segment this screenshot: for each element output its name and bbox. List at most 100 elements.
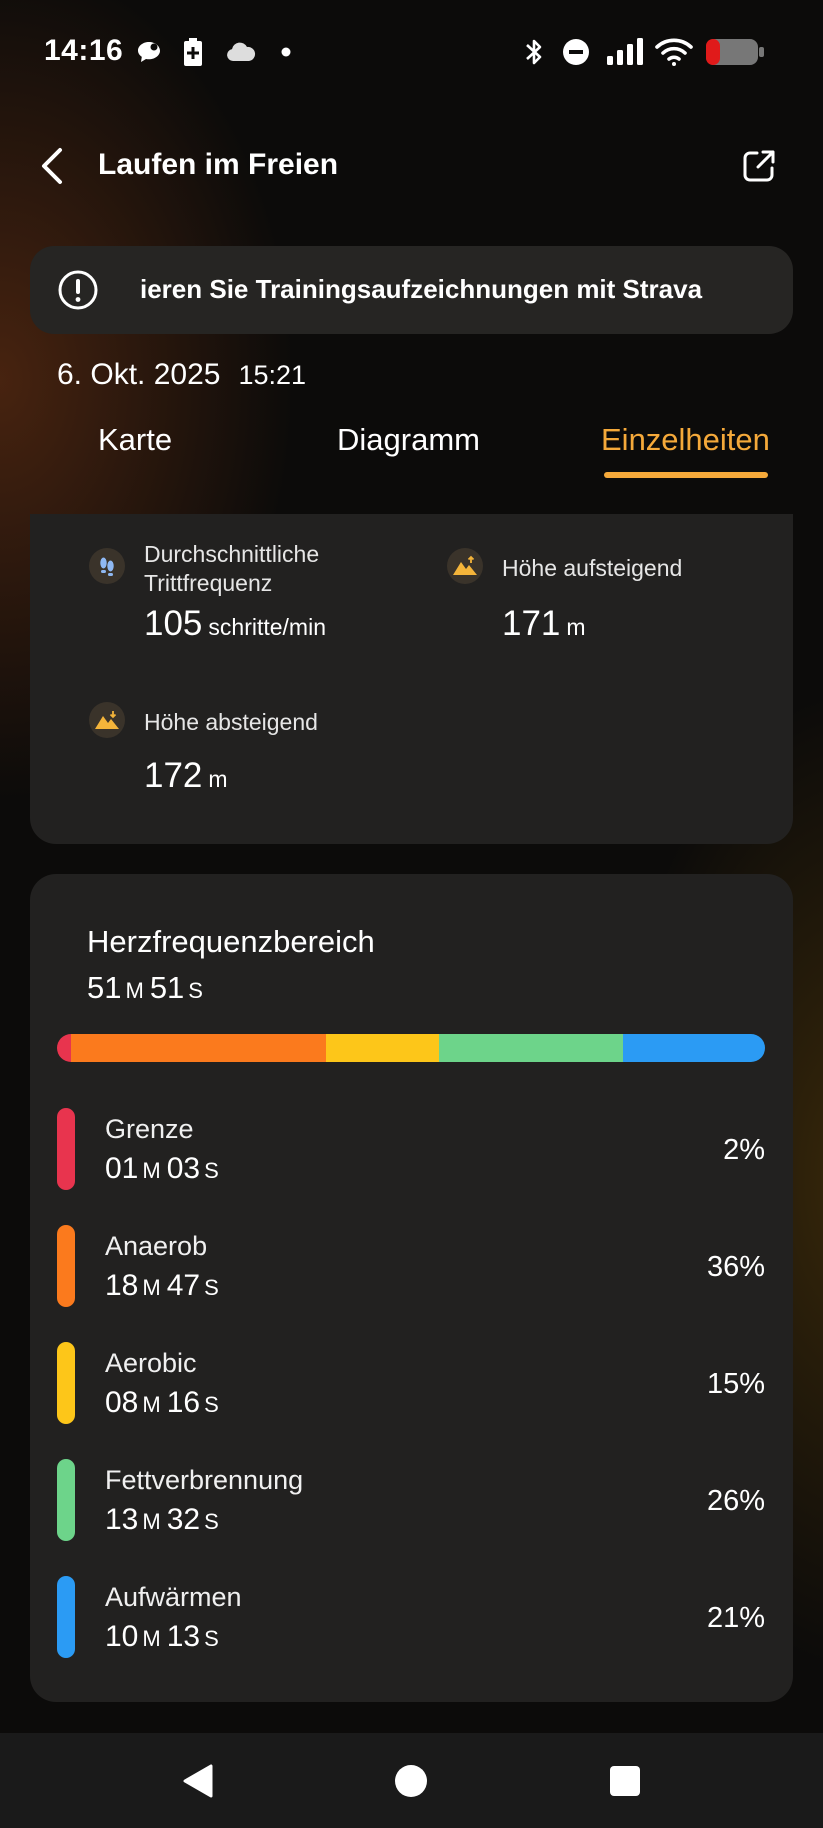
zone-m-unit: M — [142, 1509, 161, 1534]
zone-m-unit: M — [142, 1392, 161, 1417]
zone-seconds: 32 — [166, 1503, 201, 1536]
chevron-left-icon — [42, 148, 62, 184]
chat-bubble-icon — [132, 36, 166, 68]
metric-cadence-label: Durchschnittliche Trittfrequenz — [144, 541, 320, 596]
zone-duration: 10 M 13 S — [105, 1620, 225, 1654]
banner-text: ieren Sie Trainingsaufzeichnungen mit St… — [140, 274, 703, 304]
zone-bar-segment — [71, 1034, 327, 1062]
tab-einzelheiten[interactable]: Einzelheiten — [601, 422, 770, 457]
nav-home-button[interactable] — [391, 1761, 431, 1801]
strava-sync-banner[interactable]: ieren Sie Trainingsaufzeichnungen mit St… — [30, 246, 793, 334]
page-title: Laufen im Freien — [98, 148, 339, 181]
hr-total-minutes: 51 — [87, 970, 122, 1005]
share-button[interactable] — [737, 144, 781, 188]
descent-unit: m — [208, 766, 228, 792]
zone-bar-segment — [57, 1034, 72, 1062]
zone-percent: 2% — [723, 1134, 765, 1166]
active-tab-indicator — [604, 472, 768, 478]
zone-seconds: 47 — [166, 1269, 201, 1302]
zone-m-unit: M — [142, 1626, 161, 1651]
zone-name: Aerobic — [105, 1348, 197, 1378]
zone-color-marker — [57, 1108, 75, 1190]
zone-row: Fettverbrennung 13 M 32 S 26% — [57, 1459, 765, 1541]
zone-name: Fettverbrennung — [105, 1465, 304, 1495]
metric-descent-label: Höhe absteigend — [144, 709, 318, 735]
dot-icon — [278, 36, 294, 68]
cloud-icon — [224, 36, 258, 68]
zone-row: Aufwärmen 10 M 13 S 21% — [57, 1576, 765, 1658]
workout-date: 6. Okt. 2025 — [57, 358, 221, 391]
ascent-number: 171 — [502, 604, 561, 643]
zone-duration: 18 M 47 S — [105, 1269, 225, 1303]
metric-descent-value: 172 m — [144, 756, 228, 796]
ascent-unit: m — [566, 614, 586, 640]
nav-back-button[interactable] — [178, 1761, 218, 1801]
metric-ascent-label: Höhe aufsteigend — [502, 555, 683, 581]
zone-minutes: 13 — [105, 1503, 139, 1536]
cadence-unit: schritte/min — [208, 614, 326, 640]
zone-seconds: 16 — [166, 1386, 201, 1419]
zone-row: Anaerob 18 M 47 S 36% — [57, 1225, 765, 1307]
zone-color-marker — [57, 1342, 75, 1424]
descent-number: 172 — [144, 756, 203, 795]
hr-total-m-unit: M — [125, 978, 144, 1003]
do-not-disturb-icon — [560, 36, 592, 68]
zone-percent: 21% — [706, 1602, 765, 1634]
wifi-icon — [654, 36, 694, 68]
zone-duration: 13 M 32 S — [105, 1503, 225, 1537]
details-card: Durchschnittliche Trittfrequenz 105 schri… — [30, 514, 793, 844]
system-navigation-bar — [0, 1733, 823, 1828]
status-bar: 14:16 — [0, 0, 823, 104]
zone-minutes: 08 — [105, 1386, 139, 1419]
zone-seconds: 13 — [166, 1620, 201, 1653]
mountain-down-icon — [89, 702, 125, 738]
zone-s-unit: S — [204, 1158, 219, 1183]
zone-percent: 15% — [706, 1368, 765, 1400]
zone-distribution-bar — [57, 1034, 765, 1062]
zone-color-marker — [57, 1459, 75, 1541]
zone-duration: 01 M 03 S — [105, 1152, 225, 1186]
back-triangle-icon — [183, 1764, 213, 1798]
zone-m-unit: M — [142, 1158, 161, 1183]
zone-bar-segment — [623, 1034, 765, 1062]
zone-percent: 26% — [706, 1485, 765, 1517]
zone-minutes: 10 — [105, 1620, 139, 1653]
metric-cadence-value: 105 schritte/min — [144, 604, 326, 644]
zone-s-unit: S — [204, 1509, 219, 1534]
tab-karte[interactable]: Karte — [98, 422, 173, 457]
bluetooth-icon — [520, 36, 548, 68]
signal-icon — [604, 36, 646, 68]
workout-time: 15:21 — [238, 360, 307, 390]
tab-bar: Karte Diagramm Einzelheiten — [0, 410, 823, 480]
zone-row: Aerobic 08 M 16 S 15% — [57, 1342, 765, 1424]
workout-datetime: 6. Okt. 2025 15:21 — [57, 358, 306, 392]
footsteps-icon — [89, 548, 125, 584]
zone-percent: 36% — [706, 1251, 765, 1283]
tab-diagramm[interactable]: Diagramm — [337, 422, 480, 457]
zone-s-unit: S — [204, 1392, 219, 1417]
zone-minutes: 18 — [105, 1269, 139, 1302]
hr-total-s-unit: S — [188, 978, 203, 1003]
nav-recents-button[interactable] — [605, 1761, 645, 1801]
metric-ascent-value: 171 m — [502, 604, 586, 644]
share-icon — [743, 150, 775, 182]
battery-low-icon — [704, 36, 766, 68]
zone-name: Aufwärmen — [105, 1582, 242, 1612]
zone-m-unit: M — [142, 1275, 161, 1300]
zone-row: Grenze 01 M 03 S 2% — [57, 1108, 765, 1190]
status-time: 14:16 — [44, 34, 124, 67]
zone-s-unit: S — [204, 1275, 219, 1300]
zone-seconds: 03 — [166, 1152, 201, 1185]
zone-duration: 08 M 16 S — [105, 1386, 225, 1420]
hr-total-duration: 51 M 51 S — [87, 970, 209, 1006]
hr-total-seconds: 51 — [149, 970, 185, 1005]
zone-color-marker — [57, 1576, 75, 1658]
heart-rate-zones-card: Herzfrequenzbereich 51 M 51 S Grenze 01 M 03 S 2… — [30, 874, 793, 1702]
battery-saver-icon — [180, 36, 206, 68]
cadence-number: 105 — [144, 604, 203, 643]
zone-bar-segment — [439, 1034, 624, 1062]
zone-color-marker — [57, 1225, 75, 1307]
home-circle-icon — [395, 1765, 427, 1797]
back-button[interactable] — [30, 142, 74, 190]
recents-square-icon — [610, 1766, 640, 1796]
